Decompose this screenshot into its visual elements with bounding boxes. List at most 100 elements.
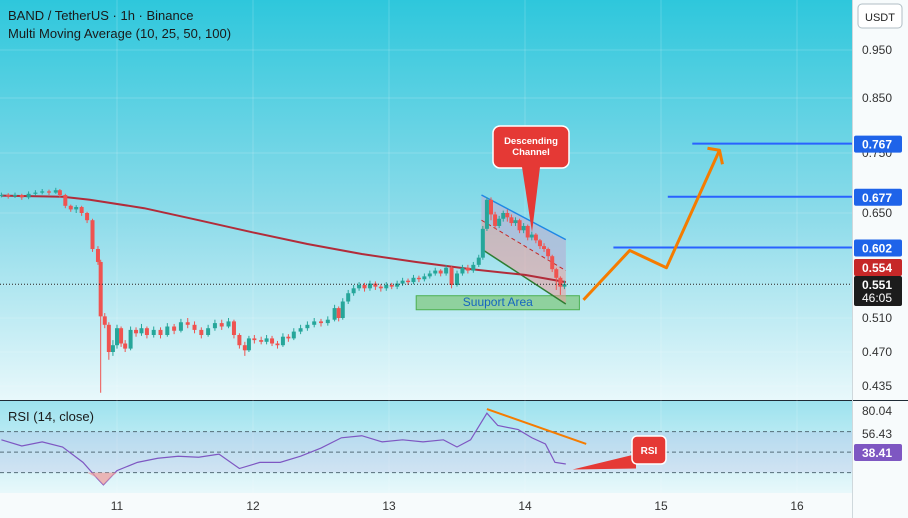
candle[interactable] <box>264 335 269 345</box>
candle[interactable] <box>226 318 231 329</box>
candle[interactable] <box>185 318 190 329</box>
candle[interactable] <box>98 259 103 393</box>
moving-average-line[interactable] <box>1 194 566 284</box>
candle[interactable] <box>6 193 11 199</box>
candle[interactable] <box>128 326 133 351</box>
candle[interactable] <box>501 210 506 222</box>
candle[interactable] <box>554 267 559 290</box>
candle[interactable] <box>106 322 111 360</box>
candle[interactable] <box>252 335 257 344</box>
channel-upper-line[interactable] <box>481 194 567 241</box>
candle[interactable] <box>206 324 211 337</box>
candle[interactable] <box>123 340 128 352</box>
candle[interactable] <box>529 231 534 241</box>
candle[interactable] <box>484 197 489 231</box>
candle[interactable] <box>357 282 362 291</box>
candle[interactable] <box>286 334 291 342</box>
candle[interactable] <box>433 267 438 276</box>
candle[interactable] <box>517 218 522 234</box>
candle[interactable] <box>63 193 68 209</box>
support-area-box[interactable] <box>415 295 580 311</box>
candle[interactable] <box>562 280 567 290</box>
candle[interactable] <box>178 318 183 333</box>
candle[interactable] <box>422 273 427 282</box>
candle[interactable] <box>312 318 317 328</box>
candle[interactable] <box>373 281 378 290</box>
candle[interactable] <box>158 327 163 339</box>
candle[interactable] <box>102 313 107 329</box>
candle[interactable] <box>332 304 337 322</box>
candle[interactable] <box>476 254 481 267</box>
candle[interactable] <box>144 326 149 339</box>
candle[interactable] <box>110 340 115 356</box>
candle[interactable] <box>0 192 4 198</box>
symbol-title[interactable]: BAND / TetherUS · 1h · Binance <box>8 8 193 23</box>
candle[interactable] <box>231 319 236 339</box>
candle[interactable] <box>192 321 197 334</box>
candle[interactable] <box>550 254 555 273</box>
candle[interactable] <box>378 284 383 292</box>
candle[interactable] <box>416 275 421 283</box>
candle[interactable] <box>242 341 247 356</box>
channel-lower-line[interactable] <box>481 248 567 305</box>
candle[interactable] <box>151 326 156 338</box>
candle[interactable] <box>68 204 73 212</box>
projected-path-arrow[interactable] <box>582 149 721 301</box>
candle[interactable] <box>537 238 542 249</box>
candle[interactable] <box>489 197 493 221</box>
candle[interactable] <box>53 187 58 194</box>
candle[interactable] <box>411 274 416 285</box>
candle[interactable] <box>212 319 217 331</box>
candle[interactable] <box>493 211 498 229</box>
rsi-divergence-line[interactable] <box>486 408 587 445</box>
candle[interactable] <box>57 189 62 198</box>
rsi-title[interactable]: RSI (14, close) <box>8 409 94 424</box>
candle[interactable] <box>465 264 470 274</box>
level-price-tag[interactable]: 0.602 <box>854 239 902 257</box>
candle[interactable] <box>351 285 356 296</box>
candle[interactable] <box>449 266 454 289</box>
candle[interactable] <box>389 282 394 290</box>
candle[interactable] <box>115 324 119 349</box>
candle[interactable] <box>291 328 296 341</box>
candle[interactable] <box>259 336 264 345</box>
candle[interactable] <box>305 321 310 331</box>
candle[interactable] <box>325 316 330 326</box>
candle[interactable] <box>237 333 242 349</box>
candle[interactable] <box>509 214 514 226</box>
candle[interactable] <box>199 327 204 339</box>
candle[interactable] <box>246 335 251 352</box>
candle[interactable] <box>134 327 139 337</box>
candle[interactable] <box>275 340 280 349</box>
candle[interactable] <box>139 323 144 336</box>
level-price-tag[interactable]: 0.767 <box>854 135 902 153</box>
candle[interactable] <box>427 270 432 279</box>
candle[interactable] <box>165 323 170 337</box>
candle[interactable] <box>13 192 17 198</box>
rsi-callout[interactable]: RSI <box>572 435 667 470</box>
candle[interactable] <box>367 280 372 291</box>
candle[interactable] <box>270 335 275 347</box>
candle[interactable] <box>505 209 510 222</box>
candle[interactable] <box>346 289 351 304</box>
candle[interactable] <box>336 306 341 322</box>
candle[interactable] <box>460 264 465 276</box>
candle[interactable] <box>480 225 485 260</box>
candle[interactable] <box>26 191 31 200</box>
candle[interactable] <box>513 217 518 226</box>
candle[interactable] <box>219 319 224 330</box>
candle[interactable] <box>40 189 45 195</box>
candle[interactable] <box>85 211 90 224</box>
candle[interactable] <box>298 324 303 335</box>
candle[interactable] <box>521 223 526 234</box>
candle[interactable] <box>280 333 285 347</box>
currency-button[interactable]: USDT <box>857 3 903 29</box>
candle[interactable] <box>384 282 389 291</box>
candle[interactable] <box>525 224 530 241</box>
candle[interactable] <box>362 282 367 292</box>
candle[interactable] <box>90 218 95 252</box>
candle[interactable] <box>546 247 551 260</box>
candle[interactable] <box>319 318 323 327</box>
candle[interactable] <box>395 280 400 290</box>
